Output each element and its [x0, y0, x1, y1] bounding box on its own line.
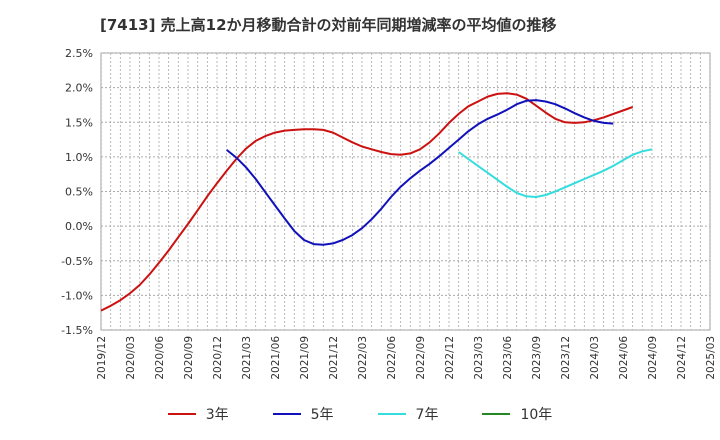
y-tick-label: -1.5% — [61, 324, 93, 337]
x-tick-label: 2020/09 — [183, 336, 195, 380]
x-tick-label: 2024/06 — [618, 336, 630, 380]
x-tick-label: 2021/03 — [241, 336, 253, 380]
y-tick-label: 2.0% — [65, 82, 93, 95]
x-tick-label: 2024/12 — [676, 336, 688, 380]
legend-item: 3年 — [167, 404, 229, 424]
legend-swatch — [482, 413, 511, 415]
x-tick-label: 2024/03 — [589, 336, 601, 380]
x-tick-label: 2020/06 — [154, 336, 166, 380]
legend-item: 5年 — [272, 404, 334, 424]
legend: 3年 5年 7年 10年 — [0, 404, 720, 424]
y-tick-label: 1.0% — [65, 151, 93, 164]
x-tick-label: 2022/06 — [386, 336, 398, 380]
x-tick-label: 2023/06 — [502, 336, 514, 380]
x-tick-label: 2023/03 — [473, 336, 485, 380]
legend-label: 5年 — [310, 407, 334, 423]
series-line-5年 — [226, 99, 614, 246]
series-line-3年 — [100, 92, 634, 312]
axes: 2.5%2.0%1.5%1.0%0.5%0.0%-0.5%-1.0%-1.5%2… — [61, 47, 717, 380]
x-tick-label: 2021/09 — [299, 336, 311, 380]
x-tick-label: 2020/03 — [125, 336, 137, 380]
x-tick-label: 2021/06 — [270, 336, 282, 380]
legend-swatch — [167, 413, 196, 415]
x-tick-label: 2024/09 — [647, 336, 659, 380]
legend-label: 7年 — [415, 407, 439, 423]
y-tick-label: 1.5% — [65, 116, 93, 129]
x-tick-label: 2020/12 — [212, 336, 224, 380]
series-lines — [100, 92, 653, 312]
y-tick-label: 2.5% — [65, 47, 93, 60]
chart-title: [7413] 売上高12か月移動合計の対前年同期増減率の平均値の推移 — [100, 16, 557, 34]
legend-label: 3年 — [205, 407, 229, 423]
legend-item: 7年 — [377, 404, 439, 424]
x-tick-label: 2021/12 — [328, 336, 340, 380]
x-tick-label: 2022/09 — [415, 336, 427, 380]
y-tick-label: 0.0% — [65, 220, 93, 233]
series-line-7年 — [458, 148, 653, 198]
x-tick-label: 2022/03 — [357, 336, 369, 380]
y-tick-label: -1.0% — [61, 289, 93, 302]
x-tick-label: 2023/09 — [531, 336, 543, 380]
x-tick-label: 2022/12 — [444, 336, 456, 380]
legend-swatch — [377, 413, 406, 415]
x-tick-label: 2025/03 — [705, 336, 717, 380]
x-tick-label: 2023/12 — [560, 336, 572, 380]
x-tick-label: 2019/12 — [96, 336, 108, 380]
y-tick-label: -0.5% — [61, 255, 93, 268]
y-tick-label: 0.5% — [65, 186, 93, 199]
grid — [100, 52, 711, 331]
legend-label: 10年 — [520, 407, 553, 423]
legend-swatch — [272, 413, 301, 415]
legend-item: 10年 — [482, 404, 552, 424]
